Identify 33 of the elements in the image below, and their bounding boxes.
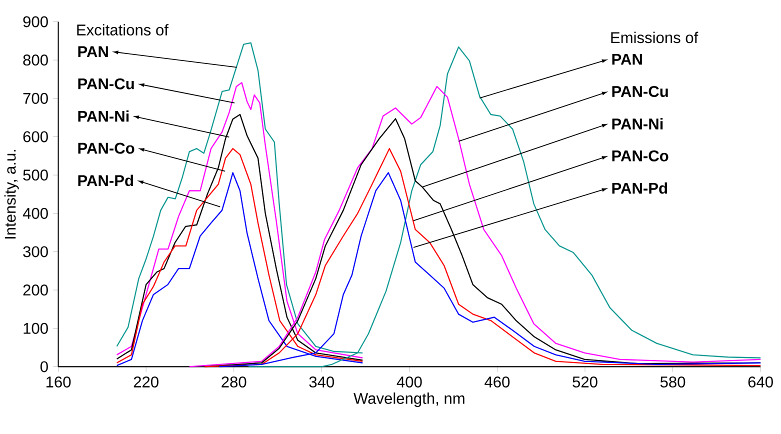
x-tick-label: 220 [134, 376, 158, 388]
y-axis-title: Intensity, a.u. [4, 150, 19, 239]
x-tick-label: 280 [222, 376, 246, 388]
y-tick-label: 200 [23, 284, 48, 296]
annotation: PAN [612, 54, 642, 65]
x-tick-label: 580 [660, 376, 686, 388]
annotation: Emissions of [611, 32, 698, 44]
y-tick-label: 400 [22, 208, 48, 219]
x-tick-label: 160 [46, 376, 71, 388]
x-tick-label: 520 [572, 376, 598, 388]
y-tick-label: 600 [23, 131, 48, 142]
y-tick-label: 0 [40, 361, 48, 372]
x-tick-label: 340 [309, 376, 334, 388]
annotation: PAN-Pd [78, 174, 133, 186]
annotation: PAN-Ni [612, 118, 663, 130]
x-tick-label: 640 [748, 376, 773, 388]
y-tick-label: 300 [23, 246, 48, 258]
y-tick-label: 900 [23, 16, 48, 28]
annotation: PAN-Cu [78, 78, 134, 90]
annotation: PAN-Pd [612, 182, 668, 194]
annotation: PAN-Co [78, 142, 134, 154]
y-tick-label: 700 [23, 92, 48, 104]
x-tick-label: 460 [484, 376, 510, 388]
y-tick-label: 100 [24, 322, 48, 334]
annotation: PAN-Cu [612, 86, 668, 98]
annotation: Excitations of [77, 24, 169, 36]
x-axis-title: Wavelength, nm [354, 392, 464, 408]
y-tick-label: 500 [23, 170, 48, 181]
annotation: PAN-Ni [78, 110, 129, 122]
annotation: PAN [78, 46, 108, 58]
x-tick-label: 400 [396, 376, 422, 388]
y-tick-label: 800 [23, 54, 48, 66]
annotation: PAN-Co [612, 150, 668, 162]
